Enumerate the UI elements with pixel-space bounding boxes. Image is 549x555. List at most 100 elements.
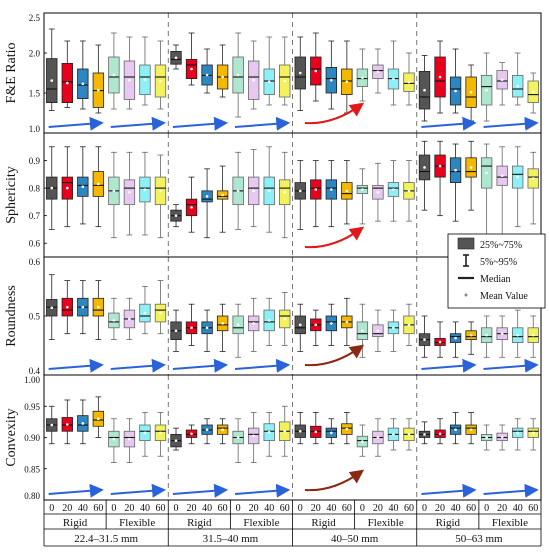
- mean-dot: [81, 305, 85, 309]
- mean-dot: [361, 188, 364, 191]
- x-tick-label: 20: [249, 503, 259, 514]
- y-tick-label: 0.4: [29, 366, 41, 376]
- mean-dot: [128, 78, 131, 82]
- y-axis-label: Convexity: [4, 408, 19, 466]
- trend-arrow: [234, 116, 291, 131]
- mean-dot: [283, 429, 287, 433]
- x-tick-label: 40: [513, 503, 523, 514]
- mean-dot: [65, 305, 69, 309]
- mean-dot: [392, 188, 395, 191]
- mean-dot: [376, 436, 380, 439]
- mean-dot: [423, 338, 426, 341]
- x-tick-label: 20: [435, 503, 445, 514]
- x-tick-label: 60: [342, 503, 352, 514]
- trend-arrow: [234, 483, 291, 498]
- x-tick-label: 0: [298, 503, 303, 514]
- mean-dot: [407, 189, 411, 193]
- x-tick-label: 40: [388, 503, 398, 514]
- mean-dot: [128, 317, 131, 321]
- mean-dot: [531, 333, 535, 337]
- mean-dot: [438, 164, 442, 168]
- mean-dot: [500, 174, 504, 178]
- y-tick-label: 0.5: [29, 312, 41, 322]
- mean-dot: [174, 329, 178, 333]
- mean-dot: [143, 311, 147, 315]
- mean-dot: [159, 79, 162, 83]
- x-tick-label: 40: [78, 503, 88, 514]
- mean-dot: [205, 195, 209, 198]
- mean-dot: [345, 189, 349, 193]
- x-tick-label: 60: [280, 503, 290, 514]
- mean-dot: [345, 80, 349, 84]
- mean-dot: [50, 423, 54, 427]
- mean-dot: [112, 319, 116, 322]
- mean-dot: [236, 436, 240, 439]
- mean-dot: [454, 336, 457, 340]
- mean-dot: [500, 332, 504, 336]
- mean-dot: [205, 428, 209, 431]
- mean-dot: [221, 428, 224, 431]
- mean-dot: [531, 90, 535, 94]
- x-tick-label: 0: [49, 503, 54, 514]
- x-tick-label: 0: [484, 503, 489, 514]
- x-tick-label: 0: [111, 503, 116, 514]
- mean-dot: [283, 79, 287, 83]
- trend-arrow: [110, 483, 167, 498]
- mean-dot: [97, 88, 100, 92]
- x-tick-label: 60: [155, 503, 165, 514]
- trend-arrow: [234, 358, 291, 373]
- mean-dot: [454, 89, 457, 93]
- mean-dot: [174, 56, 178, 60]
- mean-dot: [267, 430, 271, 434]
- x-size-label: 50–63 mm: [455, 533, 503, 545]
- trend-arrow: [172, 483, 229, 498]
- mean-dot: [81, 185, 85, 189]
- mean-dot: [159, 431, 162, 435]
- mean-dot: [314, 430, 318, 434]
- x-tick-label: 20: [187, 503, 197, 514]
- trend-arrow: [110, 358, 167, 373]
- mean-dot: [65, 81, 69, 85]
- mean-dot: [516, 84, 520, 88]
- mean-dot: [485, 171, 488, 175]
- trend-arrow: [421, 116, 477, 131]
- mean-dot: [330, 431, 333, 435]
- x-size-label: 22.4–31.5 mm: [74, 533, 138, 545]
- x-tick-label: 40: [326, 503, 336, 514]
- x-tick-label: 20: [311, 503, 321, 514]
- mean-dot: [485, 88, 488, 92]
- y-tick-label: 0.6: [29, 257, 41, 267]
- x-size-label: 31.5–40 mm: [203, 533, 259, 545]
- mean-dot: [283, 317, 287, 321]
- x-group-label: Rigid: [63, 517, 88, 529]
- y-tick-label: 0.7: [29, 211, 41, 221]
- x-tick-label: 40: [140, 503, 150, 514]
- mean-dot: [314, 323, 318, 327]
- mean-dot: [361, 76, 364, 80]
- mean-dot: [205, 326, 209, 330]
- mean-dot: [190, 432, 193, 436]
- trend-arrow: [172, 116, 229, 131]
- mean-dot: [345, 320, 349, 324]
- trend-arrow: [48, 116, 104, 131]
- mean-dot: [500, 435, 504, 439]
- mean-dot: [128, 190, 131, 194]
- mean-dot: [516, 175, 520, 179]
- mean-dot: [330, 188, 333, 191]
- legend-swatch-dot: [464, 293, 468, 297]
- mean-dot: [159, 189, 162, 193]
- mean-dot: [407, 80, 411, 84]
- mean-dot: [438, 75, 442, 79]
- y-tick-label: 0.90: [24, 433, 40, 443]
- mean-dot: [531, 177, 535, 180]
- mean-dot: [298, 323, 302, 327]
- x-tick-label: 60: [528, 503, 538, 514]
- x-tick-label: 0: [174, 503, 179, 514]
- mean-dot: [221, 193, 224, 197]
- y-tick-label: 0.9: [29, 156, 41, 166]
- x-group-label: Rigid: [187, 517, 212, 529]
- trend-arrow: [483, 483, 539, 498]
- mean-dot: [423, 433, 426, 436]
- x-tick-label: 20: [497, 503, 507, 514]
